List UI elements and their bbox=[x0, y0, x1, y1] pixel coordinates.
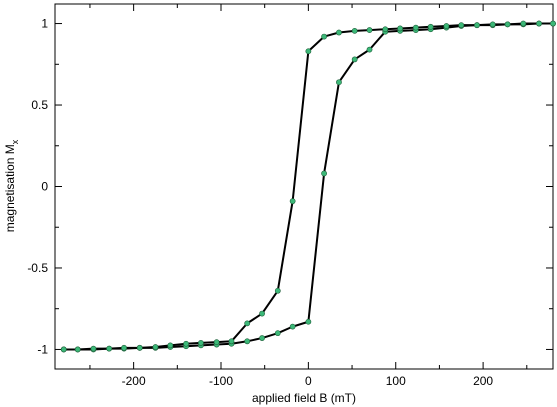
data-point bbox=[259, 310, 265, 317]
y-tick-label: 1 bbox=[41, 17, 48, 31]
data-point bbox=[474, 22, 480, 29]
data-point bbox=[336, 29, 342, 36]
series-points bbox=[60, 20, 556, 353]
data-point bbox=[244, 320, 251, 327]
y-tick-label: 0.5 bbox=[31, 98, 48, 112]
data-point bbox=[443, 23, 450, 29]
x-tick-label: 200 bbox=[473, 374, 493, 388]
data-point bbox=[167, 342, 174, 349]
data-point bbox=[336, 79, 342, 86]
data-point bbox=[427, 23, 434, 30]
y-tick-label: -0.5 bbox=[27, 261, 48, 275]
data-point bbox=[121, 344, 127, 351]
data-point bbox=[366, 46, 373, 53]
data-point bbox=[489, 21, 496, 28]
y-axis-label: magnetisation Mx bbox=[3, 139, 20, 232]
data-point bbox=[321, 170, 327, 177]
data-point bbox=[289, 198, 296, 205]
data-point bbox=[198, 340, 204, 346]
series-lines bbox=[63, 22, 553, 351]
data-point bbox=[213, 339, 220, 346]
data-point bbox=[274, 287, 281, 294]
x-tick-label: 100 bbox=[386, 374, 406, 388]
data-point bbox=[74, 346, 81, 353]
y-tick-label: -1 bbox=[37, 342, 48, 356]
data-point bbox=[60, 346, 67, 353]
data-point bbox=[550, 20, 556, 27]
data-point bbox=[504, 21, 511, 28]
data-point bbox=[382, 26, 389, 33]
data-point bbox=[136, 344, 143, 351]
tick-marks bbox=[55, 4, 553, 369]
data-point bbox=[152, 344, 159, 350]
plot-frame bbox=[54, 3, 554, 370]
data-point bbox=[183, 340, 189, 347]
data-point bbox=[412, 24, 419, 31]
data-point bbox=[228, 338, 235, 345]
data-point bbox=[351, 27, 358, 34]
data-point bbox=[259, 335, 265, 341]
data-point bbox=[458, 22, 465, 29]
y-axis-label-main: magnetisation M bbox=[3, 144, 17, 232]
data-point bbox=[366, 27, 373, 33]
data-point bbox=[305, 48, 312, 55]
series-line-1 bbox=[63, 22, 553, 351]
y-axis-label-subscript: x bbox=[10, 139, 20, 144]
data-point bbox=[520, 20, 527, 27]
data-point bbox=[536, 20, 542, 27]
data-point bbox=[274, 330, 281, 337]
data-point bbox=[106, 345, 113, 352]
data-point bbox=[289, 323, 296, 330]
data-point bbox=[305, 318, 312, 325]
data-point bbox=[90, 345, 97, 352]
data-point bbox=[397, 25, 404, 32]
x-tick-label: -100 bbox=[209, 374, 233, 388]
x-tick-label: 0 bbox=[305, 374, 312, 388]
data-point bbox=[351, 56, 358, 63]
y-tick-label: 0 bbox=[41, 180, 48, 194]
series-line-2 bbox=[63, 22, 553, 351]
x-axis-label: applied field B (mT) bbox=[252, 391, 356, 405]
data-point bbox=[321, 33, 327, 40]
tick-labels: -200 -100 0 100 200 -1 -0.5 0 0.5 1 bbox=[27, 17, 493, 388]
x-tick-label: -200 bbox=[122, 374, 146, 388]
data-point bbox=[244, 338, 251, 345]
